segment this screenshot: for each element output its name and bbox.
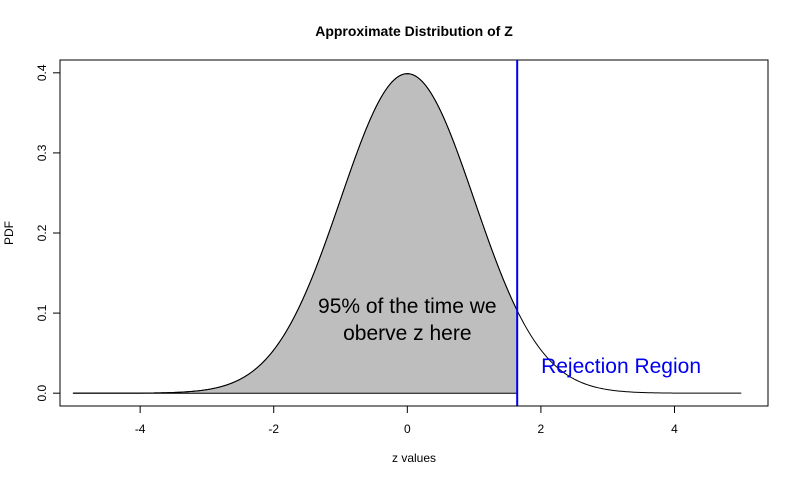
shaded-region xyxy=(72,73,518,394)
y-axis: 0.0 0.1 0.2 0.3 0.4 xyxy=(35,64,61,402)
shaded-area-layer xyxy=(72,73,518,394)
y-tick-label: 0.3 xyxy=(35,144,49,161)
y-tick-label: 0.2 xyxy=(35,224,49,241)
x-tick-label: -4 xyxy=(135,422,146,436)
x-tick-label: 0 xyxy=(404,422,411,436)
x-axis-label: z values xyxy=(392,451,436,465)
density-curve xyxy=(73,73,742,394)
x-tick-label: 2 xyxy=(538,422,545,436)
annotation-layer: 95% of the time we oberve z here Rejection… xyxy=(318,295,701,378)
y-tick-label: 0.0 xyxy=(35,385,49,402)
x-tick-label: -2 xyxy=(268,422,279,436)
density-curve-layer xyxy=(73,73,742,394)
central-region-annotation: 95% of the time we xyxy=(318,295,497,318)
y-axis-label: PDF xyxy=(2,221,16,245)
x-axis: -4 -2 0 2 4 xyxy=(135,405,678,436)
y-tick-label: 0.4 xyxy=(35,64,49,81)
y-tick-label: 0.1 xyxy=(35,304,49,321)
central-region-annotation: oberve z here xyxy=(343,322,471,345)
x-tick-label: 4 xyxy=(671,422,678,436)
rejection-region-annotation: Rejection Region xyxy=(541,355,701,378)
chart-title: Approximate Distribution of Z xyxy=(315,23,513,39)
